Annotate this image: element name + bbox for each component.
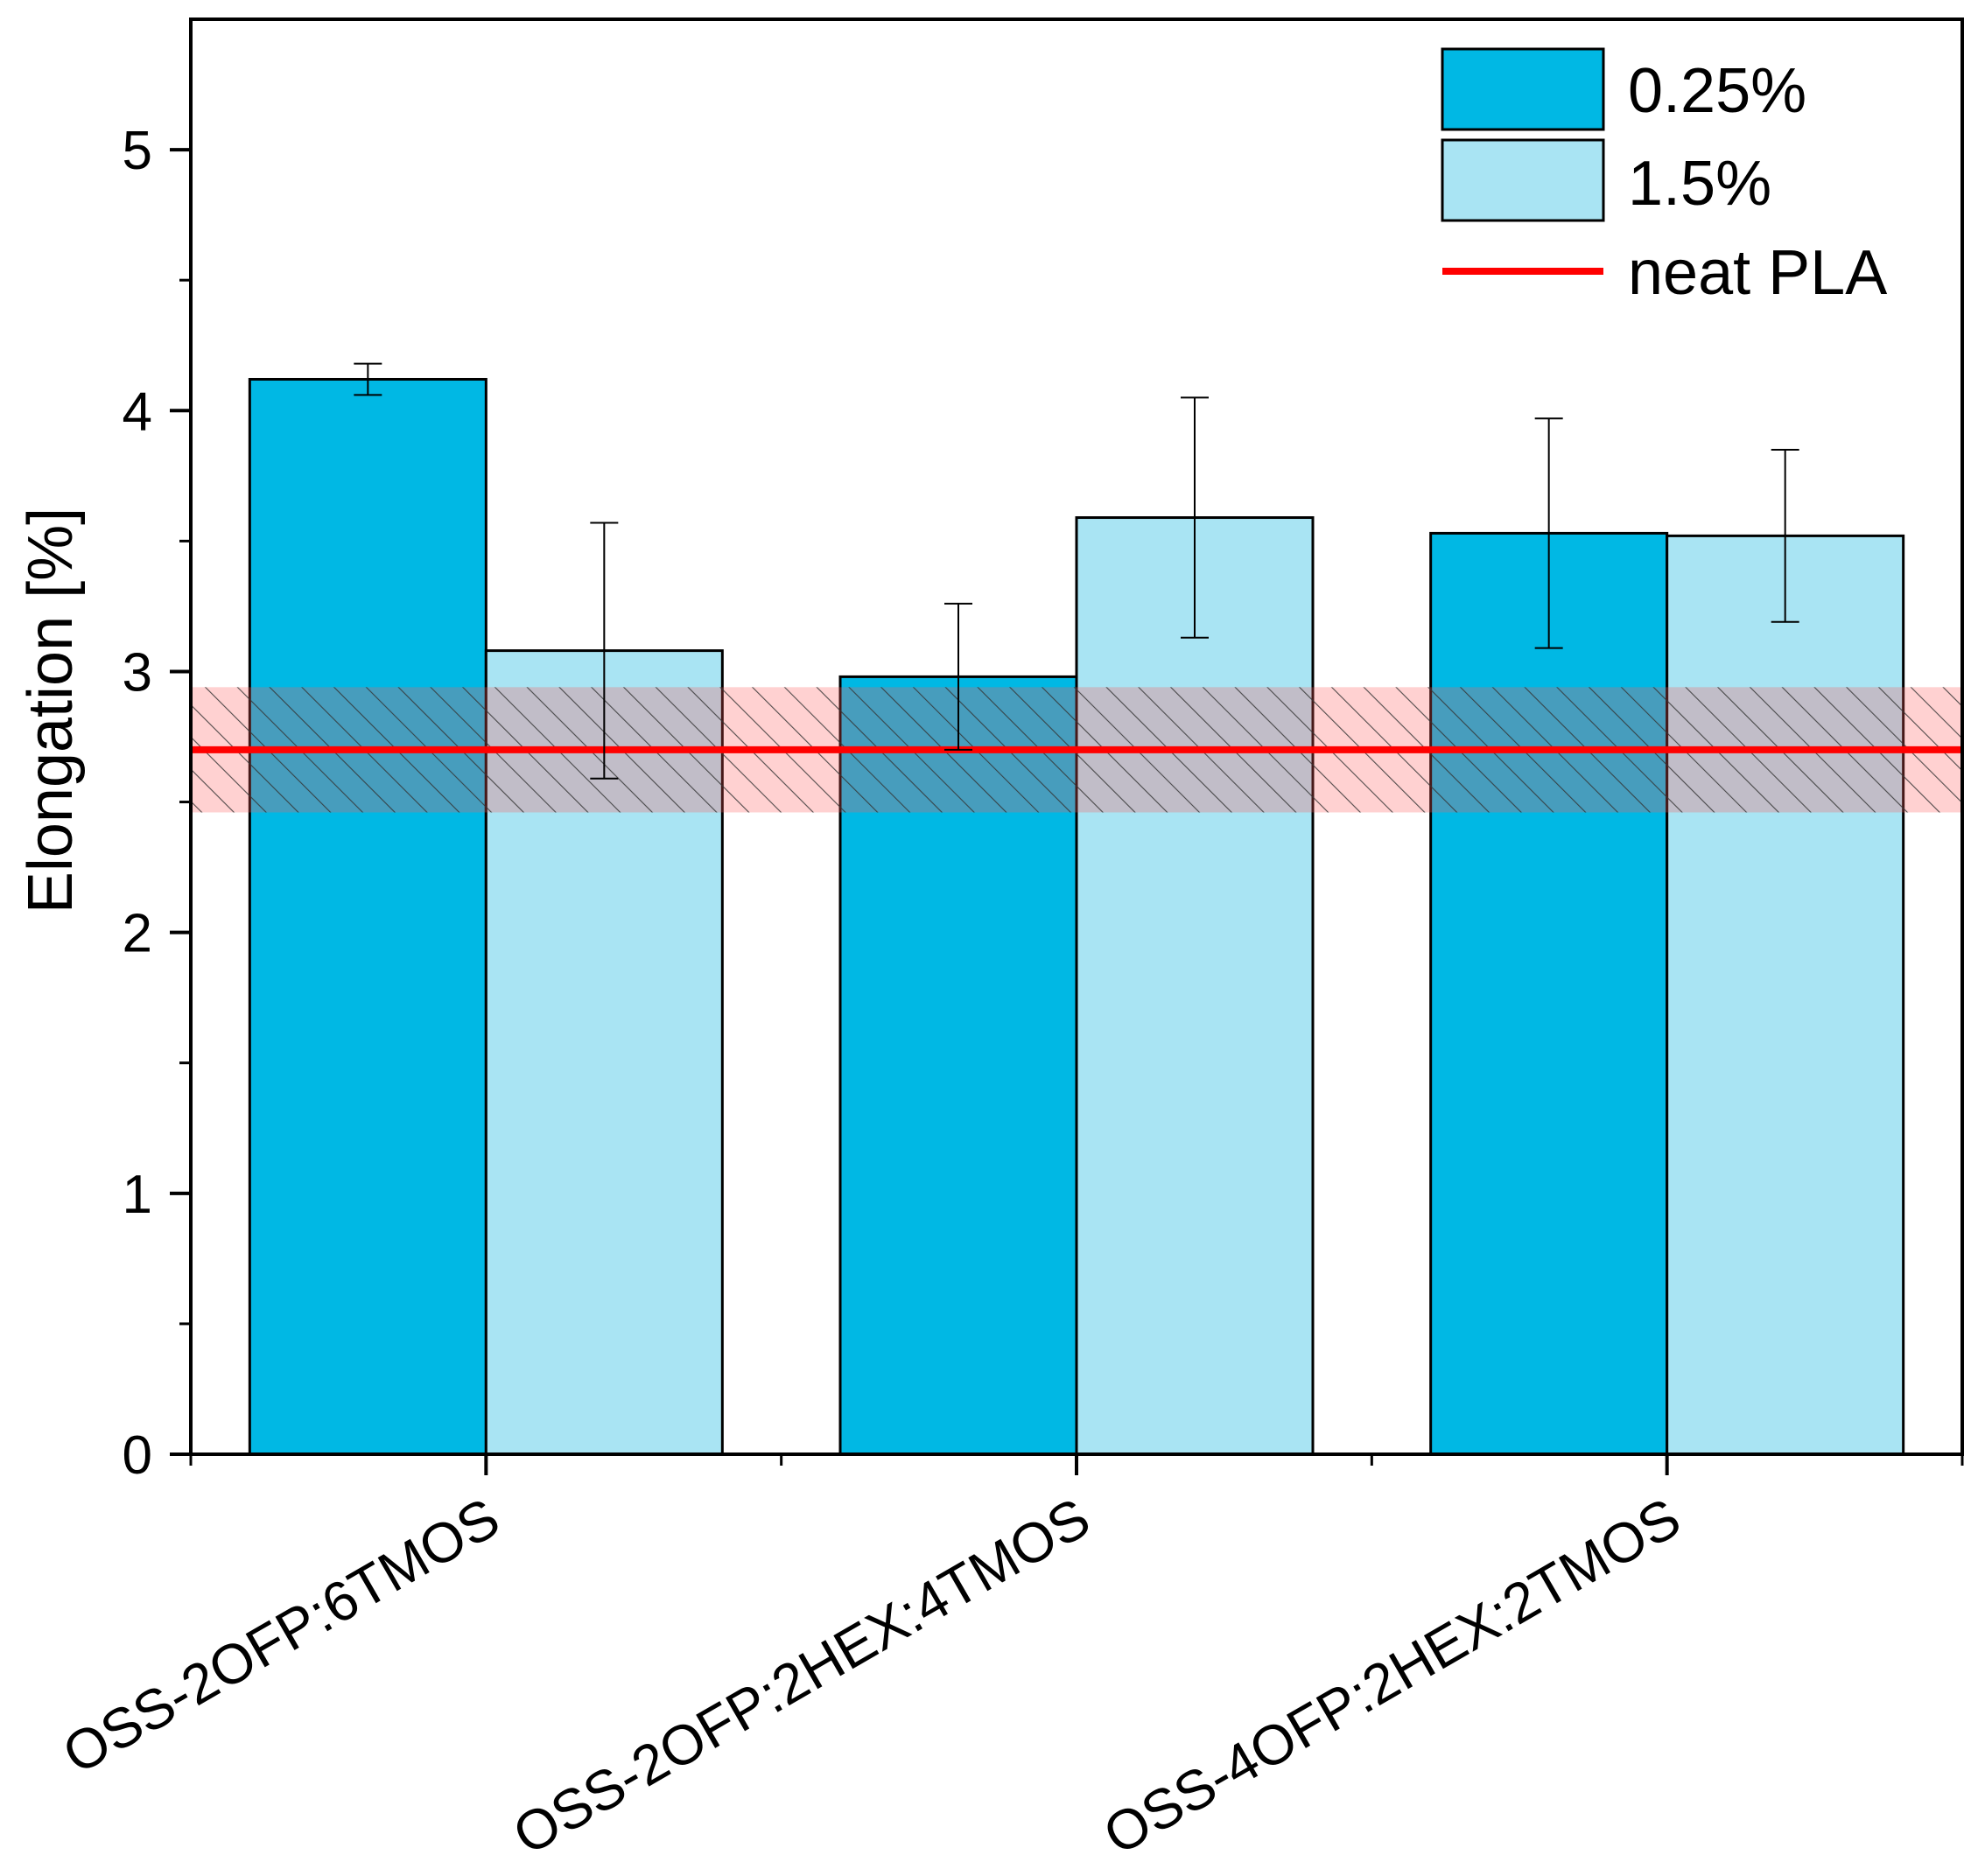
legend-label-1.5: 1.5% bbox=[1628, 149, 1771, 219]
error-bars-layer bbox=[354, 362, 1799, 780]
y-tick-label-4: 4 bbox=[123, 382, 152, 442]
y-tick-label-3: 3 bbox=[123, 642, 152, 703]
legend-label-neat-pla: neat PLA bbox=[1628, 238, 1887, 308]
bars-layer bbox=[248, 377, 1905, 1456]
legend-label-0.25: 0.25% bbox=[1628, 56, 1806, 126]
bar-3-0.25% bbox=[1429, 531, 1669, 1456]
x-category-label-3: OSS-4OFP:2HEX:2TMOS bbox=[1093, 1486, 1691, 1867]
bar-1-0.25% bbox=[248, 377, 487, 1456]
bar-2-1.5% bbox=[1075, 516, 1315, 1456]
legend-swatch-1.5 bbox=[1441, 138, 1605, 222]
bar-3-1.5% bbox=[1666, 534, 1905, 1456]
neat-pla-band bbox=[191, 687, 1962, 813]
y-tick-label-5: 5 bbox=[123, 121, 152, 181]
y-tick-label-2: 2 bbox=[123, 904, 152, 964]
legend-swatch-0.25 bbox=[1441, 47, 1605, 131]
x-category-label-1: OSS-2OFP:6TMOS bbox=[53, 1486, 510, 1786]
y-tick-label-0: 0 bbox=[123, 1425, 152, 1486]
legend: 0.25% 1.5% neat PLA bbox=[1441, 47, 1887, 308]
y-tick-label-1: 1 bbox=[123, 1165, 152, 1225]
x-category-label-2: OSS-2OFP:2HEX:4TMOS bbox=[502, 1486, 1100, 1867]
y-axis-title: Elongation [%] bbox=[16, 508, 86, 914]
